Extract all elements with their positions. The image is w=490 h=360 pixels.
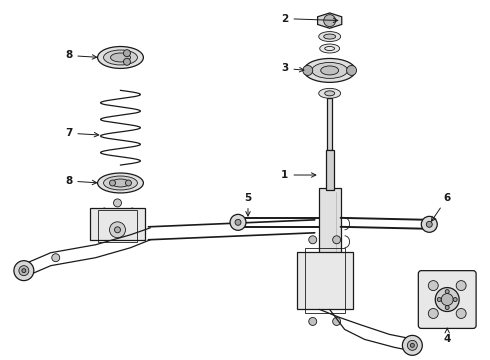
Ellipse shape bbox=[98, 173, 144, 193]
Circle shape bbox=[402, 336, 422, 355]
Text: 5: 5 bbox=[245, 193, 251, 216]
Ellipse shape bbox=[319, 44, 340, 53]
Ellipse shape bbox=[312, 62, 347, 78]
Circle shape bbox=[428, 309, 438, 319]
Circle shape bbox=[407, 340, 417, 350]
Text: 6: 6 bbox=[432, 193, 451, 221]
Ellipse shape bbox=[324, 34, 336, 39]
Circle shape bbox=[456, 309, 466, 319]
Text: 8: 8 bbox=[65, 176, 97, 186]
Circle shape bbox=[114, 199, 122, 207]
Ellipse shape bbox=[111, 53, 130, 62]
Circle shape bbox=[445, 289, 449, 293]
Circle shape bbox=[441, 293, 453, 306]
Circle shape bbox=[309, 236, 317, 244]
Circle shape bbox=[346, 66, 357, 75]
Circle shape bbox=[421, 216, 437, 232]
Text: 2: 2 bbox=[281, 14, 338, 24]
Ellipse shape bbox=[325, 91, 335, 96]
Polygon shape bbox=[90, 208, 146, 240]
Circle shape bbox=[110, 222, 125, 238]
Ellipse shape bbox=[318, 32, 341, 41]
Circle shape bbox=[19, 266, 29, 276]
Circle shape bbox=[333, 318, 341, 325]
Polygon shape bbox=[297, 252, 353, 310]
Circle shape bbox=[235, 219, 241, 225]
Circle shape bbox=[309, 318, 317, 325]
Ellipse shape bbox=[304, 58, 356, 82]
Circle shape bbox=[123, 50, 130, 57]
Circle shape bbox=[303, 66, 313, 75]
Circle shape bbox=[428, 280, 438, 291]
Circle shape bbox=[115, 227, 121, 233]
FancyBboxPatch shape bbox=[318, 188, 341, 294]
Circle shape bbox=[52, 254, 60, 262]
Text: 1: 1 bbox=[281, 170, 316, 180]
Circle shape bbox=[437, 298, 441, 302]
Ellipse shape bbox=[103, 176, 137, 190]
Circle shape bbox=[14, 261, 34, 280]
Ellipse shape bbox=[321, 66, 339, 75]
Text: 8: 8 bbox=[65, 50, 97, 60]
Ellipse shape bbox=[318, 88, 341, 98]
Circle shape bbox=[426, 221, 432, 227]
Circle shape bbox=[324, 15, 336, 27]
Ellipse shape bbox=[112, 179, 129, 187]
Circle shape bbox=[123, 58, 130, 65]
FancyBboxPatch shape bbox=[418, 271, 476, 328]
Ellipse shape bbox=[98, 46, 144, 68]
Circle shape bbox=[230, 214, 246, 230]
Circle shape bbox=[110, 180, 116, 186]
Circle shape bbox=[125, 180, 131, 186]
Ellipse shape bbox=[103, 50, 137, 65]
Polygon shape bbox=[318, 13, 342, 28]
Circle shape bbox=[435, 288, 459, 311]
Text: 7: 7 bbox=[65, 128, 98, 138]
Circle shape bbox=[333, 236, 341, 244]
Circle shape bbox=[22, 269, 26, 273]
Text: 3: 3 bbox=[281, 63, 304, 73]
FancyBboxPatch shape bbox=[327, 98, 332, 150]
Circle shape bbox=[410, 343, 415, 347]
Text: 4: 4 bbox=[443, 328, 451, 345]
Circle shape bbox=[453, 298, 457, 302]
Circle shape bbox=[456, 280, 466, 291]
Circle shape bbox=[445, 306, 449, 310]
FancyBboxPatch shape bbox=[326, 150, 334, 190]
